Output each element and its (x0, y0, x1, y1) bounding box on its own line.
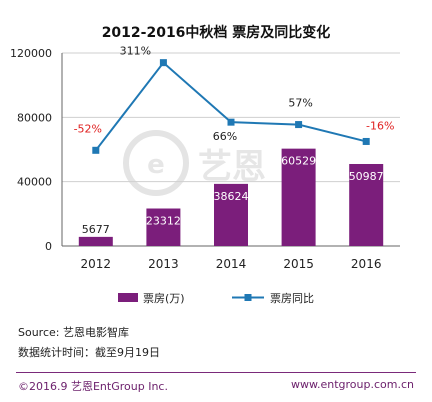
line-point (159, 59, 167, 67)
source-text: Source: 艺恩电影智库 (18, 326, 129, 339)
y-tick-label: 0 (45, 240, 52, 253)
x-tick-label: 2015 (283, 257, 314, 271)
watermark-text: 艺恩 (198, 147, 266, 187)
bar (78, 236, 113, 246)
bar-data-label: 38624 (214, 190, 249, 203)
legend-line-label: 票房同比 (270, 292, 314, 305)
line-point (227, 118, 235, 126)
line-point (295, 121, 303, 129)
chart-title: 2012-2016中秋档 票房及同比变化 (101, 25, 331, 41)
bar-data-label: 23312 (146, 215, 181, 228)
x-tick-label: 2013 (148, 257, 179, 271)
bar (349, 163, 384, 246)
line-point (92, 146, 100, 154)
chart: e 艺恩 0 40000 80000 120000 5677 23312 38624 60529 5… (10, 45, 400, 305)
x-tick-label: 2012 (81, 257, 112, 271)
bar (146, 208, 181, 246)
legend-bar-label: 票房(万) (143, 292, 185, 305)
watermark-logo-letter: e (147, 150, 165, 180)
line-data-label: 66% (213, 130, 237, 143)
legend-bar-swatch (118, 293, 138, 302)
line-data-label: 311% (120, 45, 151, 58)
y-tick-label: 40000 (17, 176, 52, 189)
bar-data-label: 50987 (349, 170, 384, 183)
note-text: 数据统计时间：截至9月19日 (18, 346, 160, 359)
bar (281, 148, 316, 246)
bar-data-label: 60529 (281, 155, 316, 168)
website-link[interactable]: www.entgroup.com.cn (291, 378, 414, 391)
line-data-label: -16% (366, 119, 394, 132)
legend-line-marker (244, 294, 252, 301)
x-tick-label: 2014 (216, 257, 247, 271)
line-data-label: 57% (288, 97, 312, 110)
y-tick-label: 120000 (10, 47, 52, 60)
bar-data-label: 5677 (82, 223, 110, 236)
copyright-text: ©2016.9 艺恩EntGroup Inc. (18, 380, 168, 393)
y-tick-label: 80000 (17, 111, 52, 124)
footer-divider (16, 372, 416, 373)
line-data-label: -52% (74, 122, 102, 135)
bar (214, 183, 248, 246)
watermark-logo-icon (123, 130, 189, 196)
x-tick-label: 2016 (351, 257, 382, 271)
line-point (362, 137, 370, 145)
